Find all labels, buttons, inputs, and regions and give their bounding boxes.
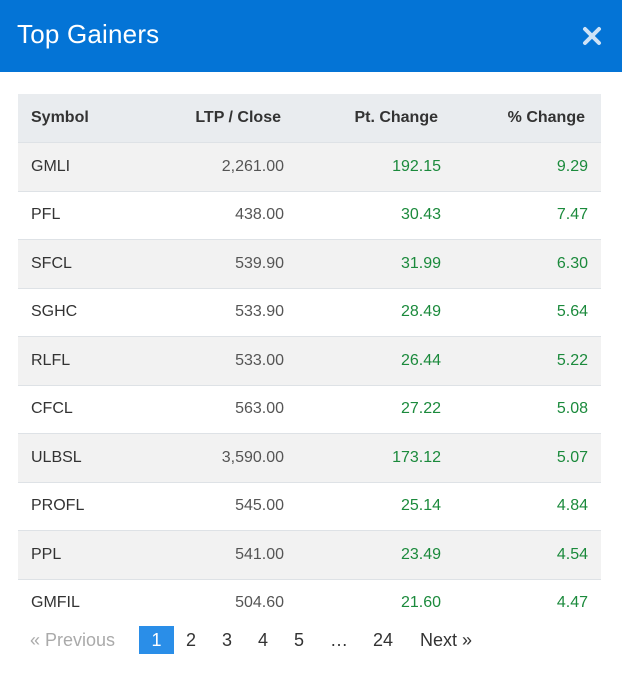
- table-row[interactable]: SFCL 539.90 31.99 6.30: [18, 239, 601, 288]
- row-pct-change: 6.30: [556, 254, 588, 272]
- row-pt-change: 21.60: [400, 594, 441, 612]
- row-ltp: 541.00: [235, 545, 284, 563]
- row-pct-change: 5.64: [556, 303, 588, 321]
- row-pct-change: 7.47: [556, 206, 588, 224]
- row-symbol[interactable]: GMLI: [31, 157, 71, 175]
- table-row[interactable]: PFL 438.00 30.43 7.47: [18, 190, 601, 239]
- row-pct-change: 4.54: [556, 545, 588, 563]
- pagination-page-5[interactable]: 5: [294, 629, 305, 650]
- row-ltp: 504.60: [235, 594, 284, 612]
- pagination-page-24[interactable]: 24: [373, 629, 394, 650]
- row-pct-change: 5.22: [556, 351, 588, 369]
- table-row[interactable]: RLFL 533.00 26.44 5.22: [18, 336, 601, 385]
- row-symbol[interactable]: SGHC: [31, 303, 78, 321]
- pagination: « Previous 1 2 3 4 5 … 24 Next »: [18, 626, 601, 654]
- row-symbol[interactable]: GMFIL: [31, 594, 80, 612]
- header-pt-change[interactable]: Pt. Change: [354, 109, 438, 126]
- row-symbol[interactable]: PROFL: [31, 497, 85, 515]
- row-pt-change: 27.22: [400, 400, 441, 418]
- row-symbol[interactable]: PPL: [31, 545, 62, 563]
- row-ltp: 563.00: [235, 400, 284, 418]
- header-pct-change[interactable]: % Change: [507, 109, 585, 126]
- table-row[interactable]: GMLI 2,261.00 192.15 9.29: [18, 142, 601, 191]
- header-symbol[interactable]: Symbol: [31, 109, 89, 126]
- row-pt-change: 173.12: [392, 448, 441, 466]
- row-pt-change: 26.44: [400, 351, 441, 369]
- pagination-ellipsis: …: [330, 629, 348, 650]
- header-ltp[interactable]: LTP / Close: [195, 109, 281, 126]
- row-ltp: 539.90: [235, 254, 284, 272]
- pagination-next[interactable]: Next »: [420, 629, 473, 650]
- row-pt-change: 192.15: [392, 157, 441, 175]
- table-row[interactable]: GMFIL 504.60 21.60 4.47: [18, 578, 601, 627]
- row-pt-change: 28.49: [400, 303, 441, 321]
- pagination-page-2[interactable]: 2: [186, 629, 197, 650]
- pagination-previous: « Previous: [30, 629, 116, 650]
- pagination-page-1[interactable]: 1: [139, 626, 174, 654]
- close-button[interactable]: [578, 22, 606, 50]
- row-pt-change: 25.14: [400, 497, 441, 515]
- row-pct-change: 5.07: [556, 448, 588, 466]
- table-row[interactable]: PROFL 545.00 25.14 4.84: [18, 481, 601, 530]
- pagination-page-4[interactable]: 4: [258, 629, 269, 650]
- row-pt-change: 31.99: [400, 254, 441, 272]
- row-symbol[interactable]: RLFL: [31, 351, 71, 369]
- row-pt-change: 30.43: [400, 206, 441, 224]
- row-ltp: 3,590.00: [221, 448, 284, 466]
- row-pt-change: 23.49: [400, 545, 441, 563]
- row-ltp: 2,261.00: [221, 157, 284, 175]
- close-icon: [583, 27, 601, 45]
- row-symbol[interactable]: PFL: [31, 206, 61, 224]
- table-header-row: Symbol LTP / Close Pt. Change % Change: [18, 94, 601, 142]
- row-ltp: 545.00: [235, 497, 284, 515]
- table-row[interactable]: PPL 541.00 23.49 4.54: [18, 530, 601, 579]
- table-row[interactable]: CFCL 563.00 27.22 5.08: [18, 384, 601, 433]
- row-symbol[interactable]: ULBSL: [31, 448, 82, 466]
- row-symbol[interactable]: CFCL: [31, 400, 73, 418]
- row-ltp: 533.00: [235, 351, 284, 369]
- row-symbol[interactable]: SFCL: [31, 254, 72, 272]
- modal-header: Top Gainers: [0, 0, 622, 72]
- row-pct-change: 4.47: [556, 594, 588, 612]
- table-row[interactable]: SGHC 533.90 28.49 5.64: [18, 287, 601, 336]
- modal-title: Top Gainers: [17, 19, 160, 49]
- row-pct-change: 9.29: [556, 157, 588, 175]
- row-ltp: 438.00: [235, 206, 284, 224]
- top-gainers-table: Symbol LTP / Close Pt. Change % Change G…: [18, 94, 601, 627]
- row-pct-change: 5.08: [556, 400, 588, 418]
- pagination-page-3[interactable]: 3: [222, 629, 233, 650]
- row-pct-change: 4.84: [556, 497, 588, 515]
- table-row[interactable]: ULBSL 3,590.00 173.12 5.07: [18, 433, 601, 482]
- row-ltp: 533.90: [235, 303, 284, 321]
